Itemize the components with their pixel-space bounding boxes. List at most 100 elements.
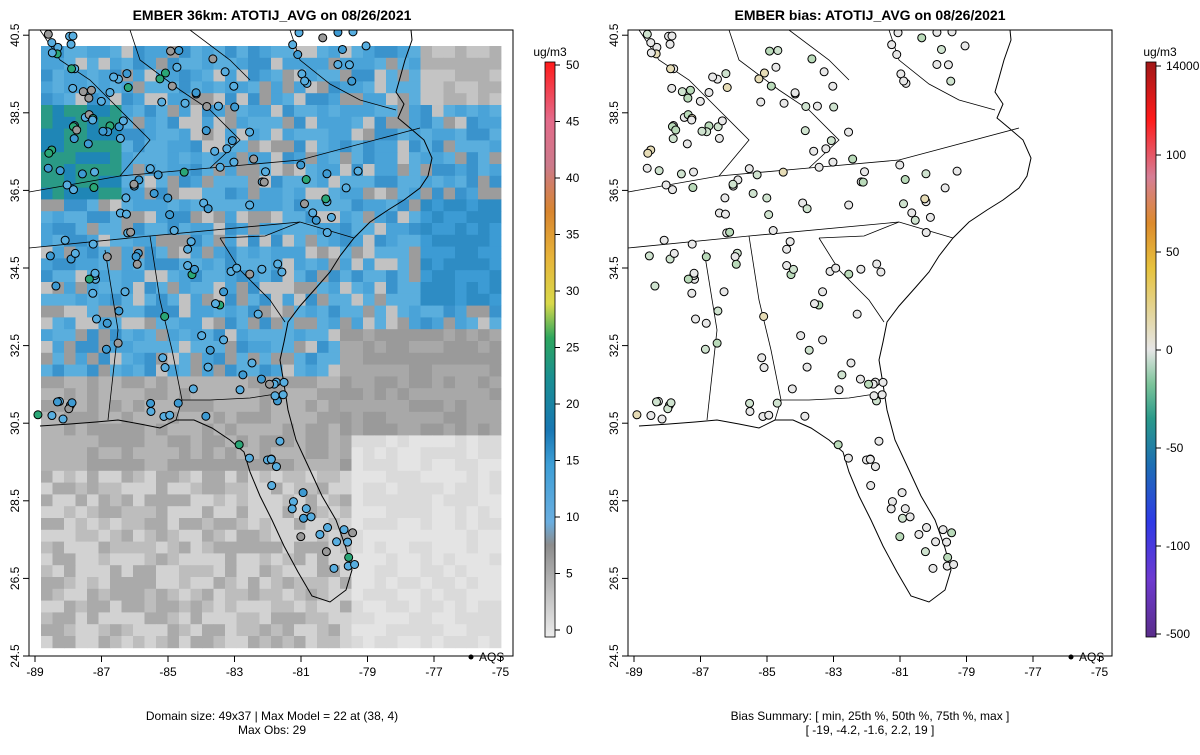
- grid-cell: [110, 57, 122, 70]
- grid-cell: [179, 341, 191, 354]
- grid-cell: [351, 234, 364, 247]
- grid-cell: [386, 93, 398, 106]
- bias-site-marker: [905, 512, 915, 522]
- grid-cell: [52, 423, 65, 436]
- bias-site-marker: [666, 64, 676, 74]
- aqs-site-marker: [67, 64, 77, 74]
- grid-cell: [110, 105, 122, 118]
- grid-cell: [374, 529, 387, 542]
- grid-cell: [259, 494, 272, 507]
- grid-cell: [156, 57, 168, 70]
- grid-cell: [133, 329, 145, 342]
- grid-cell: [248, 447, 260, 460]
- grid-cell: [294, 423, 306, 436]
- grid-cell: [271, 81, 283, 94]
- aqs-site-marker: [311, 215, 321, 225]
- grid-cell: [64, 305, 76, 318]
- grid-cell: [41, 341, 53, 354]
- grid-cell: [75, 400, 88, 413]
- grid-cell: [340, 187, 352, 200]
- bias-site-marker: [801, 101, 811, 111]
- grid-cell: [144, 93, 157, 106]
- grid-cell: [317, 140, 329, 153]
- grid-cell: [466, 400, 479, 413]
- grid-cell: [213, 69, 226, 82]
- grid-cell: [282, 364, 295, 377]
- grid-cell: [478, 258, 490, 271]
- aqs-site-marker: [174, 45, 184, 55]
- grid-cell: [98, 81, 111, 94]
- aqs-site-marker: [38, 7, 46, 15]
- grid-cell: [294, 116, 306, 129]
- grid-cell: [351, 293, 364, 306]
- aqs-site-marker: [129, 179, 139, 189]
- bias-site-marker: [844, 200, 854, 210]
- grid-cell: [409, 293, 421, 306]
- grid-cell: [133, 600, 145, 613]
- grid-cell: [466, 140, 479, 153]
- grid-cell: [110, 388, 122, 401]
- grid-cell: [202, 470, 214, 483]
- aqs-site-marker: [210, 299, 220, 309]
- grid-cell: [420, 187, 433, 200]
- grid-cell: [167, 329, 180, 342]
- bias-site-marker: [821, 144, 831, 154]
- grid-cell: [64, 411, 76, 424]
- grid-cell: [202, 81, 214, 94]
- grid-cell: [363, 352, 375, 365]
- grid-cell: [179, 329, 191, 342]
- grid-cell: [420, 588, 433, 601]
- grid-cell: [351, 506, 364, 519]
- grid-cell: [236, 57, 249, 70]
- grid-cell: [455, 423, 467, 436]
- grid-cell: [167, 128, 180, 141]
- grid-cell: [259, 57, 272, 70]
- grid-cell: [144, 529, 157, 542]
- grid-cell: [179, 211, 191, 224]
- grid-cell: [317, 494, 329, 507]
- grid-cell: [121, 93, 134, 106]
- bias-site-marker: [874, 436, 884, 446]
- grid-cell: [386, 211, 398, 224]
- grid-cell: [317, 211, 329, 224]
- grid-cell: [351, 423, 364, 436]
- grid-cell: [305, 506, 318, 519]
- grid-cell: [75, 624, 88, 637]
- grid-cell: [87, 447, 99, 460]
- y-tick-label: 40.5: [607, 23, 621, 47]
- grid-cell: [121, 317, 134, 330]
- grid-cell: [489, 187, 502, 200]
- grid-cell: [236, 565, 249, 578]
- grid-cell: [75, 57, 88, 70]
- grid-cell: [41, 246, 53, 259]
- grid-cell: [52, 529, 65, 542]
- colorbar-tick-label: -100: [1166, 539, 1190, 553]
- grid-cell: [248, 57, 260, 70]
- bias-site-marker: [642, 30, 652, 39]
- colorbar-tick-label: 14000: [1166, 59, 1200, 73]
- grid-cell: [190, 352, 203, 365]
- bias-site-marker: [898, 513, 908, 523]
- grid-cell: [41, 459, 53, 472]
- aqs-site-marker: [273, 259, 283, 269]
- grid-cell: [248, 116, 260, 129]
- grid-cell: [363, 388, 375, 401]
- grid-cell: [213, 364, 226, 377]
- bias-site-marker: [895, 160, 905, 170]
- aqs-site-marker: [163, 193, 173, 203]
- grid-cell: [409, 175, 421, 188]
- grid-cell: [144, 459, 157, 472]
- grid-cell: [64, 588, 76, 601]
- grid-cell: [282, 352, 295, 365]
- grid-cell: [363, 199, 375, 212]
- grid-cell: [259, 470, 272, 483]
- aqs-site-marker: [294, 30, 304, 38]
- grid-cell: [305, 341, 318, 354]
- grid-cell: [248, 305, 260, 318]
- grid-cell: [294, 518, 306, 531]
- grid-cell: [156, 577, 168, 590]
- grid-cell: [144, 388, 157, 401]
- grid-cell: [386, 423, 398, 436]
- grid-cell: [466, 588, 479, 601]
- grid-cell: [156, 81, 168, 94]
